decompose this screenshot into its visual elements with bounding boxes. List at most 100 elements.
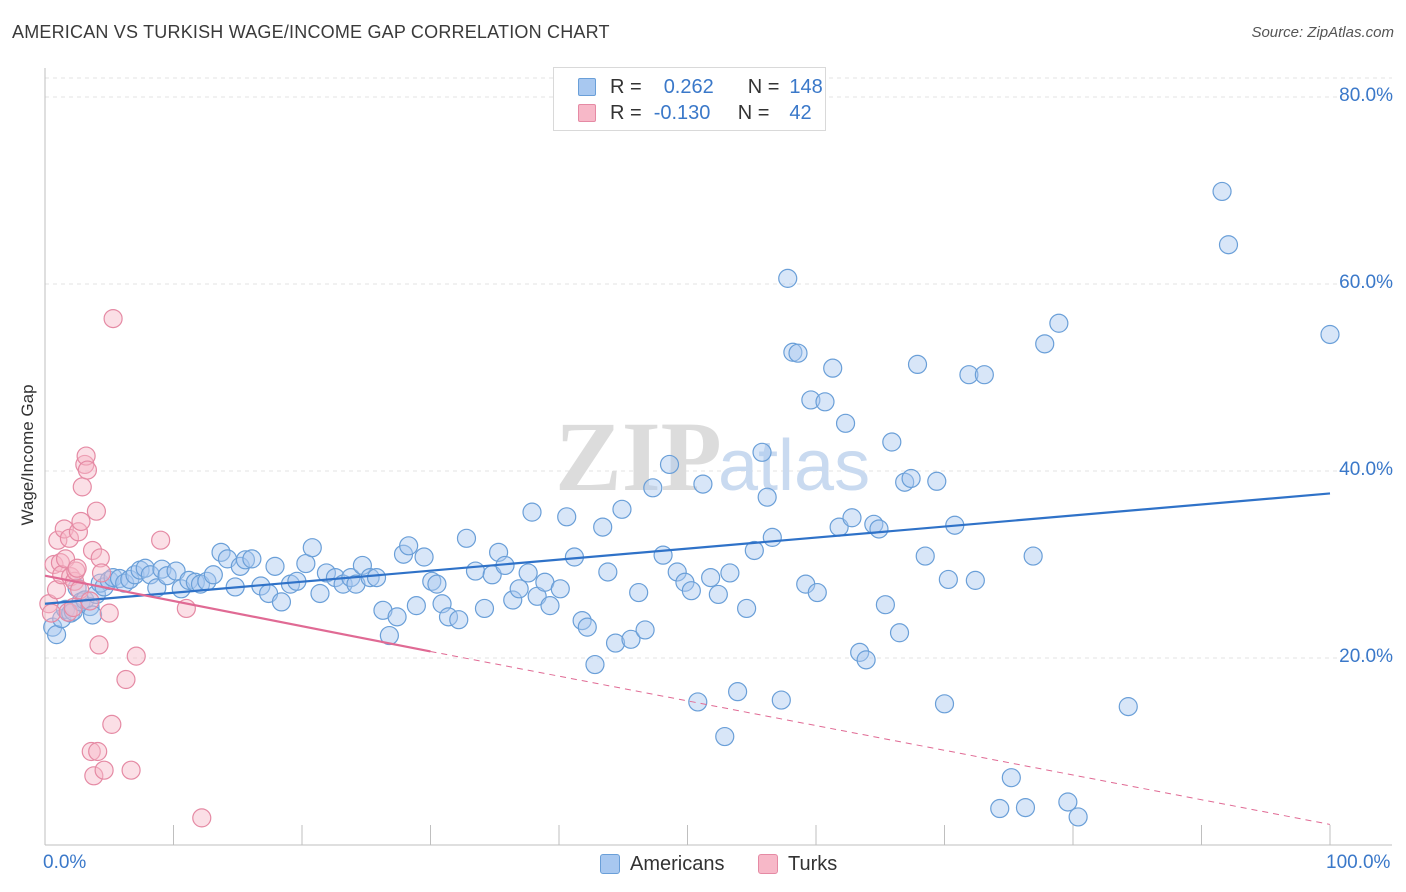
point-turks-30 bbox=[90, 548, 110, 568]
point-americans-135 bbox=[927, 471, 947, 491]
point-americans-81 bbox=[550, 579, 570, 599]
point-americans-75 bbox=[509, 579, 529, 599]
point-turks-26 bbox=[84, 766, 104, 786]
point-turks-31 bbox=[91, 563, 112, 583]
point-americans-151 bbox=[1212, 181, 1232, 202]
point-americans-57 bbox=[379, 625, 399, 646]
point-turks-7 bbox=[54, 519, 74, 539]
point-americans-85 bbox=[577, 617, 597, 637]
point-americans-47 bbox=[310, 583, 330, 604]
point-americans-150 bbox=[1118, 697, 1138, 717]
legend-n-value: 148 bbox=[789, 75, 823, 98]
point-americans-77 bbox=[522, 502, 542, 522]
point-americans-69 bbox=[465, 561, 486, 581]
y-tick-label-0: 20.0% bbox=[1339, 646, 1393, 667]
point-turks-18 bbox=[71, 511, 91, 532]
point-americans-56 bbox=[373, 600, 393, 620]
legend-r-label: R = bbox=[610, 101, 642, 124]
point-americans-123 bbox=[842, 508, 862, 528]
point-americans-111 bbox=[762, 527, 782, 547]
point-americans-24 bbox=[152, 559, 172, 579]
point-americans-102 bbox=[701, 567, 721, 588]
point-americans-132 bbox=[901, 468, 921, 489]
point-americans-108 bbox=[744, 540, 764, 561]
point-turks-37 bbox=[121, 760, 141, 780]
x-tick-label-min: 0.0% bbox=[43, 852, 87, 873]
x-tick-label-max: 100.0% bbox=[1326, 852, 1391, 873]
trend-line-americans bbox=[44, 492, 1331, 605]
point-americans-105 bbox=[720, 563, 740, 583]
point-americans-106 bbox=[728, 682, 748, 702]
point-americans-41 bbox=[265, 556, 285, 576]
point-americans-112 bbox=[771, 690, 791, 710]
point-americans-76 bbox=[518, 563, 538, 583]
legend: R = 0.262 N = 148 R = -0.130 N = 42 bbox=[553, 67, 826, 131]
point-turks-19 bbox=[72, 477, 92, 497]
legend-swatch-turks bbox=[578, 104, 596, 122]
legend-row-americans: R = 0.262 N = 148 bbox=[578, 75, 823, 99]
point-americans-124 bbox=[850, 642, 870, 662]
point-americans-52 bbox=[346, 574, 366, 594]
point-americans-70 bbox=[474, 598, 495, 619]
bottom-legend-label-americans: Americans bbox=[630, 852, 725, 875]
point-americans-129 bbox=[882, 432, 902, 452]
point-americans-141 bbox=[974, 365, 994, 385]
point-turks-34 bbox=[102, 714, 122, 734]
point-americans-148 bbox=[1058, 792, 1078, 812]
bottom-legend-swatch-americans bbox=[600, 854, 620, 874]
point-americans-149 bbox=[1068, 807, 1088, 827]
point-turks-25 bbox=[82, 540, 103, 561]
point-americans-107 bbox=[737, 598, 757, 619]
point-turks-1 bbox=[41, 603, 62, 623]
point-americans-80 bbox=[540, 596, 560, 616]
point-turks-15 bbox=[67, 558, 87, 578]
point-americans-21 bbox=[135, 558, 155, 578]
point-americans-46 bbox=[302, 538, 322, 558]
point-americans-37 bbox=[235, 550, 256, 570]
point-americans-130 bbox=[889, 623, 910, 643]
point-americans-90 bbox=[612, 499, 632, 519]
bottom-legend-label-turks: Turks bbox=[788, 852, 838, 875]
legend-swatch-americans bbox=[578, 78, 596, 96]
point-americans-25 bbox=[157, 566, 177, 586]
point-turks-32 bbox=[94, 760, 114, 780]
y-tick-label-1: 40.0% bbox=[1339, 459, 1393, 480]
point-americans-100 bbox=[688, 692, 708, 712]
point-americans-48 bbox=[316, 563, 337, 583]
legend-r-value: 0.262 bbox=[663, 75, 714, 98]
trend-line-turks-extension bbox=[430, 650, 1331, 825]
point-turks-22 bbox=[77, 460, 98, 480]
point-americans-42 bbox=[271, 592, 292, 612]
point-americans-139 bbox=[959, 365, 979, 385]
point-americans-87 bbox=[593, 517, 613, 537]
y-axis-label: Wage/Income Gap bbox=[18, 384, 37, 526]
point-americans-94 bbox=[643, 478, 663, 498]
point-americans-109 bbox=[752, 442, 772, 462]
point-americans-93 bbox=[635, 620, 655, 640]
point-turks-41 bbox=[192, 808, 212, 828]
point-turks-38 bbox=[126, 646, 146, 666]
legend-r-label: R = bbox=[610, 75, 642, 98]
trend-line-turks bbox=[44, 574, 431, 653]
point-americans-67 bbox=[449, 610, 469, 630]
point-americans-1 bbox=[46, 625, 67, 645]
point-americans-125 bbox=[856, 650, 876, 670]
watermark-atlas: atlas bbox=[718, 426, 870, 506]
point-americans-128 bbox=[875, 595, 895, 615]
point-americans-97 bbox=[667, 562, 687, 582]
point-turks-28 bbox=[88, 741, 108, 762]
point-americans-89 bbox=[605, 633, 626, 653]
point-americans-152 bbox=[1218, 235, 1239, 255]
point-americans-53 bbox=[352, 555, 372, 576]
point-americans-153 bbox=[1320, 324, 1340, 345]
legend-r-value: -0.130 bbox=[653, 101, 711, 124]
point-americans-60 bbox=[399, 536, 419, 556]
point-americans-61 bbox=[406, 596, 426, 616]
bottom-legend-turks: Turks bbox=[758, 852, 837, 876]
point-americans-104 bbox=[715, 726, 735, 747]
point-americans-127 bbox=[869, 519, 889, 539]
point-turks-33 bbox=[99, 603, 119, 623]
point-americans-86 bbox=[585, 654, 605, 675]
point-americans-95 bbox=[653, 545, 673, 565]
